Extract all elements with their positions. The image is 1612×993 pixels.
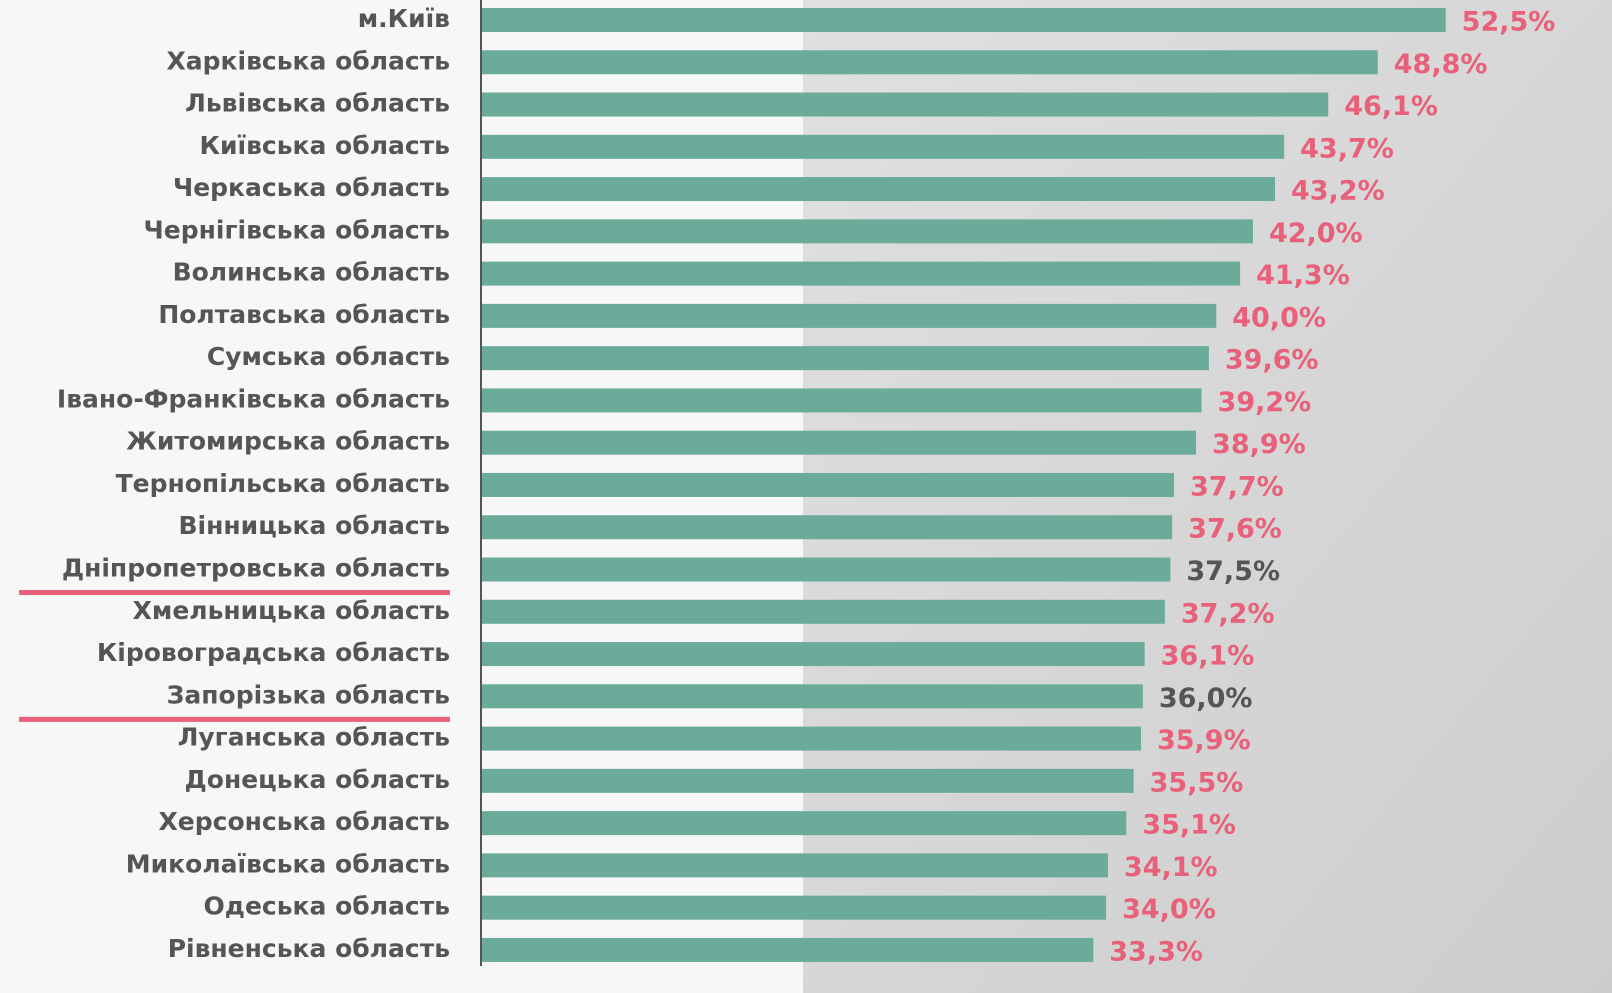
value-label: 41,3% — [1256, 260, 1350, 291]
value-label: 39,6% — [1225, 345, 1319, 376]
category-label: Запорізька область — [167, 680, 450, 709]
value-label: 46,1% — [1344, 91, 1438, 122]
value-label: 37,5% — [1186, 556, 1280, 587]
value-label: 35,9% — [1157, 725, 1251, 756]
value-label: 43,2% — [1291, 176, 1385, 207]
value-label: 52,5% — [1462, 7, 1556, 38]
category-label: Волинська область — [173, 258, 450, 287]
bar — [482, 92, 1329, 117]
bar — [482, 388, 1202, 413]
value-label: 43,7% — [1300, 133, 1394, 164]
value-label: 48,8% — [1394, 49, 1488, 80]
category-label: Сумська область — [207, 342, 450, 371]
category-label: Миколаївська область — [126, 849, 450, 878]
value-label: 40,0% — [1232, 302, 1326, 333]
bar — [482, 853, 1108, 878]
value-label: 34,1% — [1124, 852, 1218, 883]
bar — [482, 515, 1173, 540]
category-label: Донецька область — [185, 765, 450, 794]
bar — [482, 599, 1165, 624]
category-label: Вінницька область — [179, 511, 451, 540]
bar — [482, 261, 1241, 286]
value-label: 42,0% — [1269, 218, 1363, 249]
bar — [482, 557, 1171, 582]
bar — [482, 811, 1127, 836]
bar — [482, 937, 1094, 962]
value-label: 35,5% — [1150, 767, 1244, 798]
value-label: 37,7% — [1190, 471, 1284, 502]
category-label: Львівська область — [185, 89, 450, 118]
category-label: Полтавська область — [158, 300, 450, 329]
value-label: 36,0% — [1159, 683, 1253, 714]
value-label: 38,9% — [1212, 429, 1306, 460]
category-label: м.Київ — [358, 4, 450, 33]
bar — [482, 177, 1275, 202]
bar — [482, 642, 1145, 667]
category-label: Київська область — [200, 131, 450, 160]
value-label: 37,2% — [1181, 598, 1275, 629]
bar — [482, 768, 1134, 793]
bar — [482, 684, 1143, 709]
bar — [482, 346, 1209, 371]
value-label: 34,0% — [1122, 894, 1216, 925]
bar — [482, 472, 1175, 497]
category-label: Херсонська область — [159, 807, 451, 836]
category-label: Одеська область — [204, 892, 451, 921]
category-label: Тернопільська область — [116, 469, 450, 498]
value-label: 35,1% — [1142, 810, 1236, 841]
bar — [482, 219, 1253, 244]
category-label: Харківська область — [167, 46, 451, 75]
category-label: Рівненська область — [168, 934, 450, 963]
bar — [482, 303, 1217, 328]
category-label: Житомирська область — [126, 427, 450, 456]
category-label: Івано-Франківська область — [57, 384, 450, 413]
category-label: Кіровоградська область — [97, 638, 450, 667]
category-label: Дніпропетровська область — [62, 554, 450, 583]
value-label: 36,1% — [1161, 641, 1255, 672]
bar — [482, 895, 1107, 920]
bar — [482, 134, 1285, 159]
category-label: Хмельницька область — [133, 596, 450, 625]
value-label: 37,6% — [1188, 514, 1282, 545]
category-label: Черкаська область — [173, 173, 450, 202]
bar — [482, 8, 1446, 32]
category-label: Луганська область — [178, 723, 450, 752]
bar — [482, 50, 1378, 75]
value-label: 33,3% — [1109, 936, 1203, 967]
bar — [482, 726, 1141, 751]
bar — [482, 430, 1197, 455]
category-label: Чернігівська область — [144, 215, 450, 244]
value-label: 39,2% — [1218, 387, 1312, 418]
